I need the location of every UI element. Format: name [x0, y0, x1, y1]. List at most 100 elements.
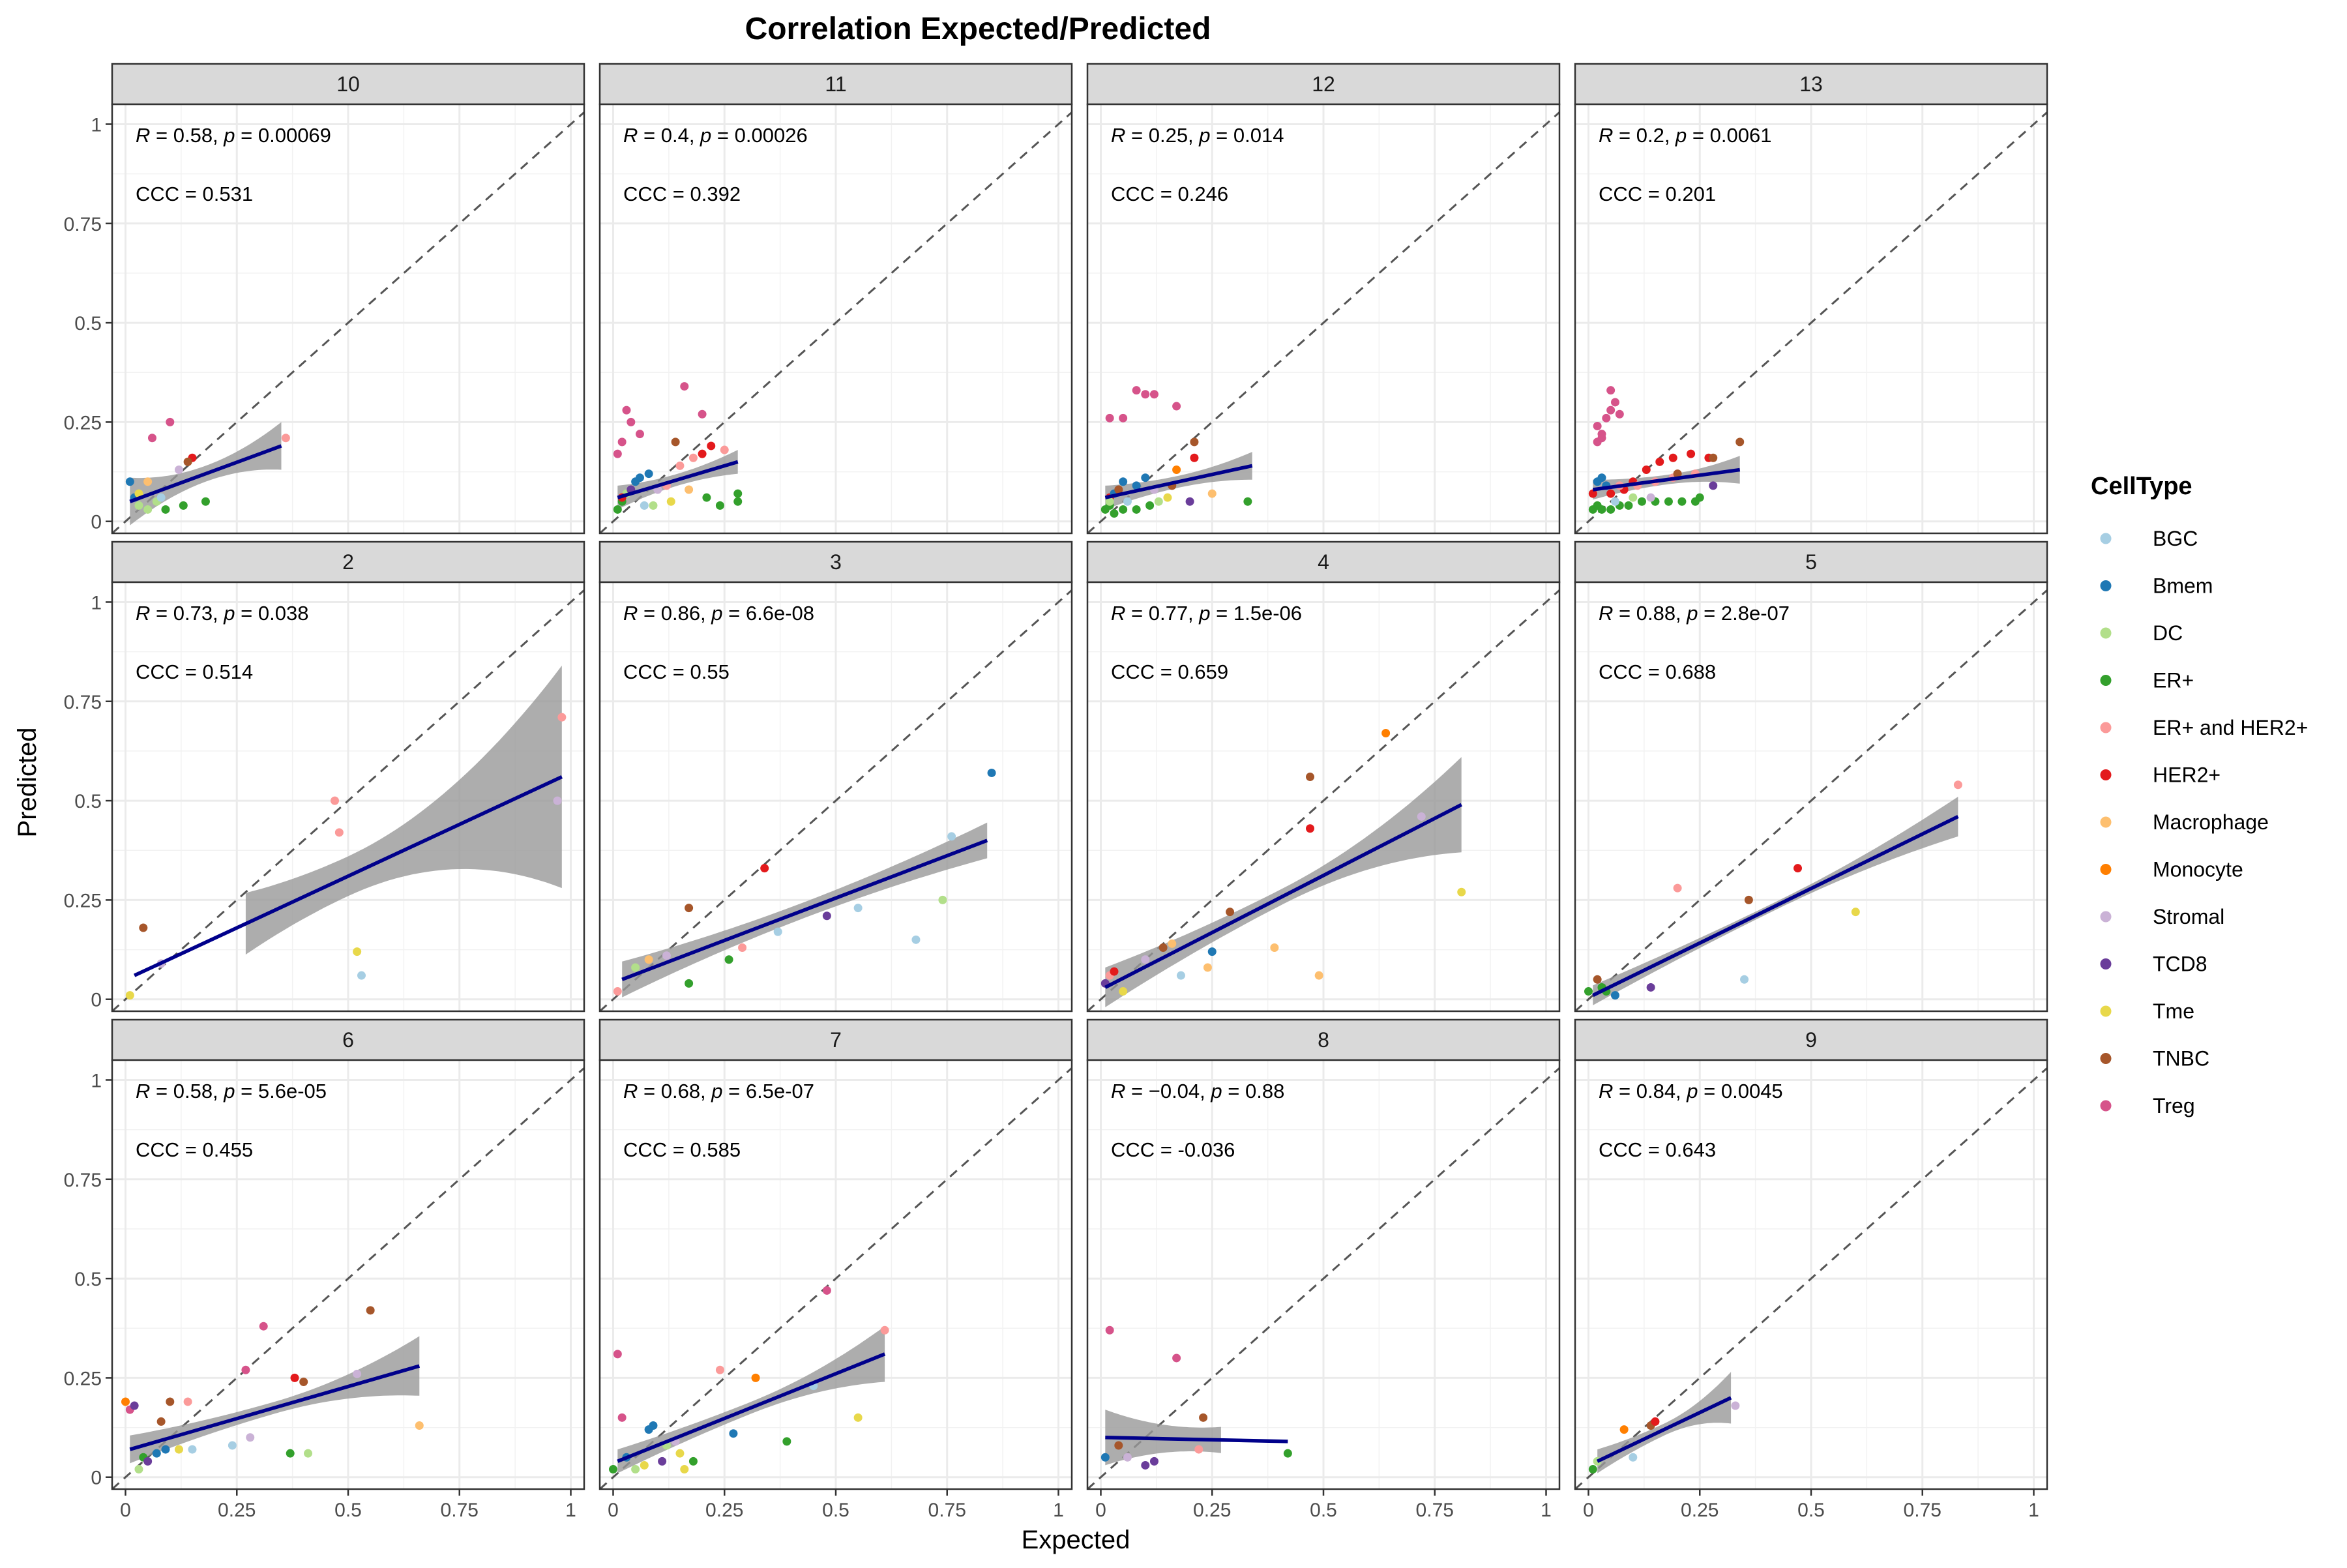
data-point-dc	[143, 505, 153, 514]
y-tick-label: 0.25	[64, 890, 102, 911]
data-point-tnbc	[1735, 437, 1745, 447]
panel-grid	[112, 1060, 584, 1489]
panel-border	[598, 581, 1073, 1013]
legend-item: Tme	[2100, 999, 2194, 1023]
confidence-band	[245, 665, 562, 955]
stat-ccc: CCC = 0.392	[623, 183, 741, 205]
data-point-er-and-her2-	[331, 796, 340, 805]
data-point-er-	[613, 505, 622, 514]
data-point-bmem	[1597, 473, 1606, 482]
legend-item: HER2+	[2100, 763, 2221, 787]
facet-panel-10: 10 R = 0.58, p = 0.00069 CCC = 0.531 0 0.25 0…	[64, 63, 585, 535]
data-point-treg	[1172, 402, 1181, 411]
data-point-treg	[1132, 386, 1141, 395]
y-tick-label: 0.25	[64, 412, 102, 434]
regression-line	[1592, 467, 1741, 492]
data-point-bmem	[1100, 1453, 1110, 1462]
identity-line	[1087, 1067, 1560, 1490]
data-point-monocyte	[1172, 466, 1181, 475]
x-tick-label: 0.75	[1416, 1500, 1454, 1521]
stat-ccc: CCC = 0.659	[1111, 660, 1228, 683]
stat-ccc: CCC = 0.201	[1599, 183, 1716, 205]
data-point-dc	[938, 895, 947, 904]
data-point-er-	[1597, 505, 1606, 514]
y-tick-label: 0	[91, 990, 102, 1011]
data-point-er-	[702, 493, 711, 502]
data-point-treg	[1602, 413, 1611, 422]
x-tick-label: 0.75	[928, 1500, 966, 1521]
identity-line	[1574, 111, 2048, 535]
panel-grid	[1087, 104, 1559, 533]
y-tick-label: 0.75	[64, 692, 102, 713]
data-point-er-	[1110, 509, 1119, 518]
data-point-her2-	[1642, 466, 1651, 475]
data-point-treg	[259, 1322, 268, 1331]
data-point-bmem	[729, 1429, 738, 1438]
legend-label: HER2+	[2153, 763, 2221, 787]
data-point-treg	[1119, 413, 1128, 422]
facet-strip-label: 8	[1318, 1028, 1329, 1052]
facet-strip-label: 2	[342, 550, 354, 574]
data-point-tnbc	[1114, 1441, 1123, 1450]
data-point-treg	[1105, 1325, 1114, 1335]
data-point-her2-	[1687, 449, 1696, 458]
data-point-er-and-her2-	[675, 461, 685, 470]
data-point-tnbc	[1306, 773, 1315, 782]
panel-border	[1574, 581, 2048, 1013]
data-point-tcd8	[822, 911, 831, 921]
data-point-tcd8	[1141, 1460, 1150, 1470]
data-point-tnbc	[1114, 485, 1123, 494]
confidence-band	[1593, 797, 1958, 1005]
facet-strip-label: 7	[830, 1028, 842, 1052]
legend-key	[2100, 816, 2112, 828]
data-point-dc	[631, 1465, 640, 1474]
legend-key	[2100, 1005, 2112, 1017]
x-tick-label: 0.5	[334, 1500, 362, 1521]
data-point-her2-	[1190, 453, 1199, 462]
data-point-tme	[353, 947, 362, 956]
data-point-er-	[688, 1457, 698, 1466]
data-point-treg	[613, 1350, 622, 1359]
identity-line	[599, 589, 1072, 1013]
regression-line	[617, 1352, 886, 1463]
identity-line	[599, 1067, 1072, 1490]
regression-line	[1105, 1436, 1288, 1443]
legend-label: Bmem	[2153, 574, 2213, 598]
legend-label: BGC	[2153, 527, 2198, 550]
regression-line	[1104, 464, 1253, 499]
data-point-dc	[134, 1465, 143, 1474]
data-point-er-	[1132, 505, 1141, 514]
panel-border	[1574, 103, 2048, 535]
regression-line	[1596, 1396, 1732, 1463]
data-point-treg	[1610, 398, 1619, 407]
x-tick-label: 0	[1583, 1500, 1594, 1521]
x-tick-label: 1	[565, 1500, 576, 1521]
data-point-er-	[1637, 497, 1646, 506]
x-tick-label: 0.5	[822, 1500, 849, 1521]
data-point-tme	[125, 991, 134, 1000]
y-tick-label: 1	[91, 1070, 102, 1091]
data-point-her2-	[698, 449, 707, 458]
data-point-tme	[853, 1413, 863, 1422]
identity-line	[111, 111, 585, 535]
facet-panel-3: 3 R = 0.86, p = 6.6e-08 CCC = 0.55	[598, 540, 1073, 1013]
data-point-bgc	[1610, 497, 1619, 506]
legend-item: Macrophage	[2100, 810, 2269, 834]
legend-label: DC	[2153, 621, 2183, 645]
facet-panel-8: 8 R = −0.04, p = 0.88 CCC = -0.036 0 0.25 0.5…	[1086, 1018, 1561, 1521]
panel-grid	[112, 104, 584, 533]
data-point-tcd8	[1185, 497, 1194, 506]
identity-line	[111, 1067, 585, 1490]
data-point-tcd8	[1709, 481, 1718, 490]
data-point-tnbc	[1709, 453, 1718, 462]
y-tick-label: 0.75	[64, 214, 102, 235]
data-point-er-and-her2-	[183, 1397, 192, 1406]
legend-item: Bmem	[2100, 574, 2213, 598]
data-point-treg	[241, 1365, 250, 1374]
data-point-tnbc	[1199, 1413, 1208, 1422]
data-point-her2-	[1793, 864, 1803, 873]
data-point-tme	[1163, 493, 1172, 502]
data-point-tme	[666, 497, 675, 506]
data-point-dc	[1105, 497, 1114, 506]
